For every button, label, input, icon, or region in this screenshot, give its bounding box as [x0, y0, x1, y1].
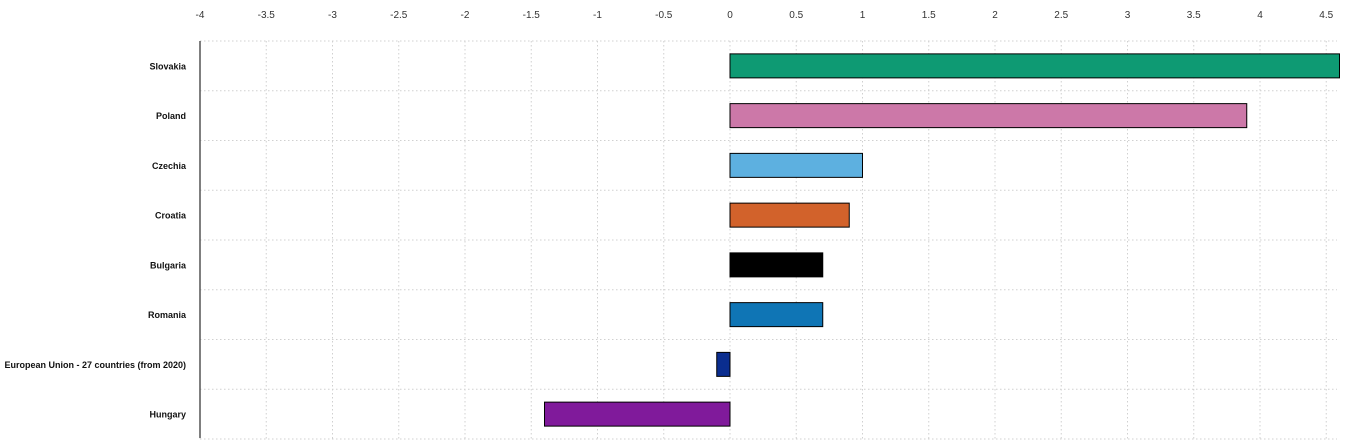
- x-tick-label: 3.5: [1187, 10, 1201, 21]
- category-label: Slovakia: [149, 61, 187, 71]
- x-tick-label: -2: [461, 10, 470, 21]
- category-label: Bulgaria: [150, 260, 187, 270]
- x-tick-label: 0.5: [789, 10, 803, 21]
- bar-romania[interactable]: [729, 302, 824, 328]
- bar-poland[interactable]: [729, 103, 1248, 129]
- x-tick-label: 2.5: [1054, 10, 1068, 21]
- x-tick-label: -3: [328, 10, 337, 21]
- x-tick-label: -0.5: [655, 10, 673, 21]
- x-tick-label: 1.5: [922, 10, 936, 21]
- x-tick-label: -2.5: [390, 10, 408, 21]
- bar-slovakia[interactable]: [729, 53, 1340, 79]
- category-label: European Union - 27 countries (from 2020…: [4, 360, 186, 370]
- x-tick-label: -3.5: [258, 10, 276, 21]
- x-tick-label: -1.5: [523, 10, 541, 21]
- x-tick-label: 1: [860, 10, 866, 21]
- bar-croatia[interactable]: [729, 202, 850, 228]
- bar-bulgaria[interactable]: [729, 252, 824, 278]
- category-label: Hungary: [149, 410, 186, 420]
- x-tick-label: 0: [727, 10, 733, 21]
- x-tick-label: -4: [196, 10, 205, 21]
- x-tick-label: 2: [992, 10, 998, 21]
- bars: [544, 53, 1340, 427]
- bar-hungary[interactable]: [544, 401, 731, 427]
- category-label: Romania: [148, 310, 187, 320]
- x-axis-ticks: -4 -3.5 -3 -2.5 -2 -1.5 -1 -0.5 0 0.5 1 1.5 2 2.5 3 3.5…: [196, 10, 1334, 21]
- x-tick-label: -1: [593, 10, 602, 21]
- category-label: Czechia: [152, 161, 187, 171]
- y-axis-labels: Slovakia Poland Czechia Croatia Bulgaria Roma…: [4, 61, 187, 419]
- bar-czechia[interactable]: [729, 152, 863, 178]
- category-label: Poland: [156, 111, 186, 121]
- grid-lines: [199, 40, 1337, 440]
- x-tick-label: 3: [1125, 10, 1131, 21]
- x-tick-label: 4: [1257, 10, 1263, 21]
- category-label: Croatia: [155, 211, 187, 221]
- bar-european-union-27-countries-from-2020[interactable]: [716, 351, 731, 377]
- x-tick-label: 4.5: [1319, 10, 1333, 21]
